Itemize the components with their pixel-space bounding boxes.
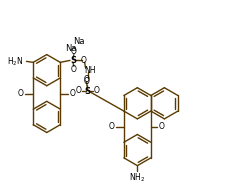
Text: O: O (159, 122, 165, 131)
Text: O: O (76, 86, 82, 95)
Text: S: S (70, 56, 76, 65)
Text: O: O (84, 75, 89, 84)
Text: S: S (84, 87, 91, 96)
Text: Na: Na (65, 44, 77, 53)
Text: NH: NH (85, 66, 96, 75)
Text: O: O (93, 86, 99, 95)
Text: O: O (108, 122, 114, 131)
Text: Na: Na (73, 37, 84, 46)
Text: O: O (71, 65, 77, 74)
Text: O: O (71, 47, 77, 56)
Text: O: O (84, 77, 89, 86)
Text: O: O (81, 56, 86, 65)
Text: O: O (70, 89, 76, 98)
Text: $\mathregular{H_2N}$: $\mathregular{H_2N}$ (7, 55, 24, 68)
Text: O: O (18, 89, 24, 98)
Text: $\mathregular{NH_2}$: $\mathregular{NH_2}$ (129, 171, 146, 184)
